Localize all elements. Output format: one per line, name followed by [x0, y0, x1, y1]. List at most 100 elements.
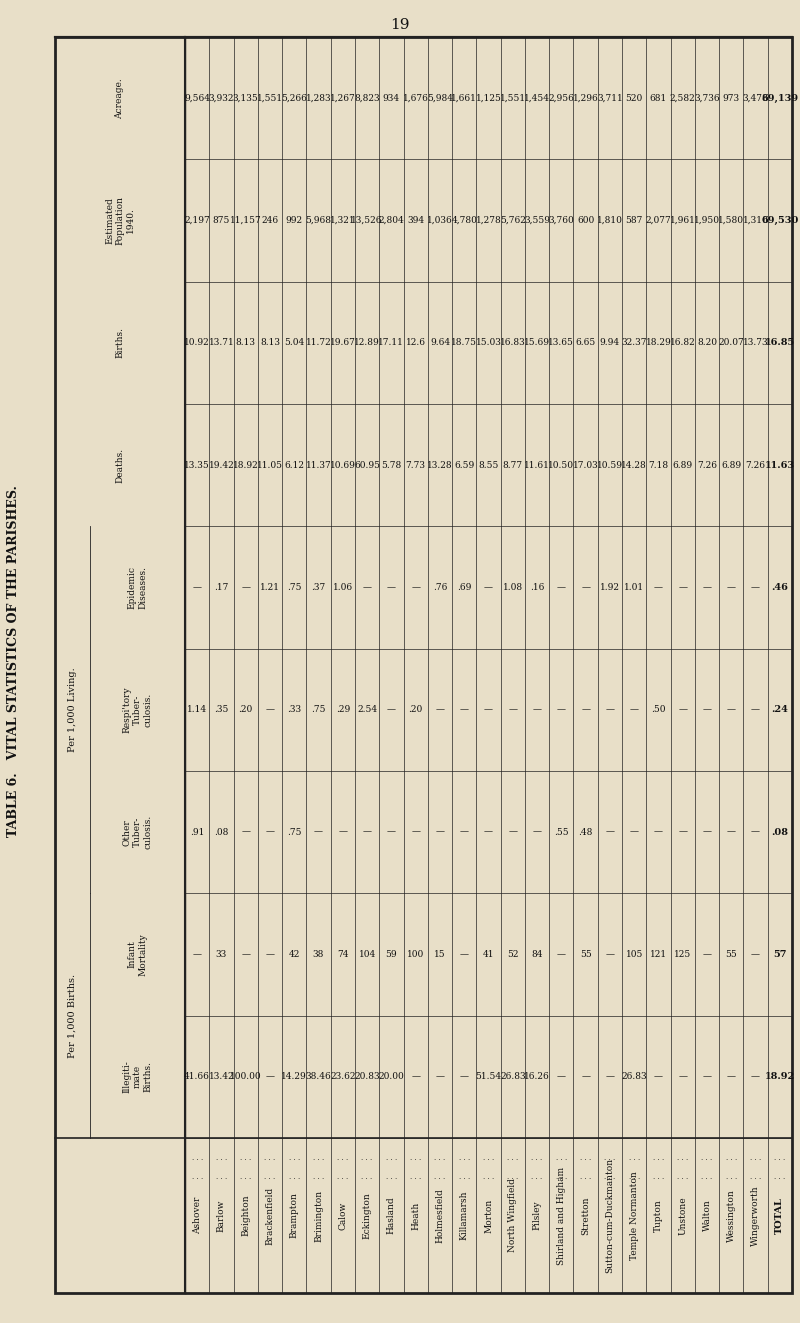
Text: .08: .08: [771, 828, 788, 836]
Text: —: —: [606, 705, 614, 714]
Text: Acreage.: Acreage.: [115, 78, 125, 119]
Text: —: —: [678, 828, 687, 836]
Text: —: —: [266, 950, 274, 959]
Text: . . .: . . .: [726, 1154, 737, 1162]
Text: Stretton: Stretton: [581, 1196, 590, 1234]
Text: —: —: [606, 828, 614, 836]
Text: 6.65: 6.65: [575, 339, 596, 348]
Text: —: —: [678, 1073, 687, 1081]
Text: 10.50: 10.50: [548, 460, 574, 470]
Text: Brimington: Brimington: [314, 1189, 323, 1241]
Text: . . .: . . .: [362, 1154, 373, 1162]
Text: 20.83: 20.83: [354, 1073, 380, 1081]
Text: Respi'tory
Tuber-
culosis.: Respi'tory Tuber- culosis.: [122, 687, 152, 733]
Text: . . .: . . .: [240, 1154, 251, 1162]
Text: —: —: [242, 583, 250, 591]
Text: 9,564: 9,564: [184, 94, 210, 103]
Text: —: —: [242, 950, 250, 959]
Text: 19: 19: [390, 19, 410, 32]
Text: . . .: . . .: [313, 1172, 324, 1180]
Text: 1,676: 1,676: [402, 94, 429, 103]
Text: 1,580: 1,580: [718, 216, 744, 225]
Text: 2,804: 2,804: [378, 216, 404, 225]
Text: —: —: [460, 950, 469, 959]
Text: . . .: . . .: [386, 1172, 397, 1180]
Text: 973: 973: [722, 94, 740, 103]
Text: —: —: [557, 583, 566, 591]
Text: 32.37: 32.37: [622, 339, 647, 348]
Text: . . .: . . .: [604, 1154, 615, 1162]
Text: Estimated
Population
1940.: Estimated Population 1940.: [105, 196, 135, 245]
Text: 55: 55: [580, 950, 591, 959]
Text: Sutton-cum-Duckmanton: Sutton-cum-Duckmanton: [606, 1158, 614, 1273]
Text: 12.89: 12.89: [354, 339, 380, 348]
Text: 8.55: 8.55: [478, 460, 498, 470]
Text: 1,283: 1,283: [306, 94, 331, 103]
Text: 14.28: 14.28: [622, 460, 647, 470]
Text: Temple Normanton: Temple Normanton: [630, 1171, 638, 1259]
Text: 13.65: 13.65: [549, 339, 574, 348]
Text: 5.78: 5.78: [382, 460, 402, 470]
Text: . . .: . . .: [629, 1172, 640, 1180]
Text: .75: .75: [311, 705, 326, 714]
Text: 1.08: 1.08: [502, 583, 523, 591]
Text: .24: .24: [771, 705, 788, 714]
Text: 3,135: 3,135: [233, 94, 258, 103]
Text: . . .: . . .: [313, 1154, 324, 1162]
Text: —: —: [751, 705, 760, 714]
Text: Pilsley: Pilsley: [533, 1201, 542, 1230]
Text: .75: .75: [287, 583, 302, 591]
Text: Shirland and Higham: Shirland and Higham: [557, 1167, 566, 1265]
Text: 18.92: 18.92: [233, 460, 258, 470]
Text: 7.18: 7.18: [648, 460, 669, 470]
Text: —: —: [727, 828, 736, 836]
Text: 100: 100: [407, 950, 424, 959]
Text: . . .: . . .: [289, 1154, 300, 1162]
Text: —: —: [654, 1073, 663, 1081]
Text: 100.00: 100.00: [230, 1073, 262, 1081]
Text: 3,736: 3,736: [694, 94, 720, 103]
Text: 5,968: 5,968: [306, 216, 331, 225]
Text: —: —: [266, 705, 274, 714]
Text: .20: .20: [409, 705, 422, 714]
Text: . . .: . . .: [653, 1172, 664, 1180]
Text: —: —: [411, 583, 420, 591]
Text: —: —: [557, 1073, 566, 1081]
Text: 1,950: 1,950: [694, 216, 720, 225]
Text: .69: .69: [457, 583, 471, 591]
Text: 6.59: 6.59: [454, 460, 474, 470]
Text: . . .: . . .: [458, 1154, 470, 1162]
Text: . . .: . . .: [580, 1172, 591, 1180]
Text: 5,266: 5,266: [282, 94, 307, 103]
Text: —: —: [751, 1073, 760, 1081]
Text: 125: 125: [674, 950, 691, 959]
Text: —: —: [435, 705, 445, 714]
Text: Ashover: Ashover: [193, 1197, 202, 1234]
Text: —: —: [678, 705, 687, 714]
Text: —: —: [387, 583, 396, 591]
Text: 19.42: 19.42: [209, 460, 234, 470]
Text: 7.26: 7.26: [697, 460, 717, 470]
Text: 1,454: 1,454: [524, 94, 550, 103]
Text: 8.77: 8.77: [502, 460, 523, 470]
Text: —: —: [557, 705, 566, 714]
Text: . . .: . . .: [191, 1172, 202, 1180]
Text: 1.06: 1.06: [333, 583, 353, 591]
Text: 10.69: 10.69: [330, 460, 356, 470]
Text: . . .: . . .: [531, 1154, 542, 1162]
Text: —: —: [702, 950, 711, 959]
Text: 52: 52: [507, 950, 518, 959]
Text: 13.28: 13.28: [427, 460, 453, 470]
Text: 13.42: 13.42: [209, 1073, 234, 1081]
Text: . . .: . . .: [556, 1172, 567, 1180]
Text: . . .: . . .: [677, 1154, 688, 1162]
Text: Barlow: Barlow: [217, 1200, 226, 1232]
Text: . . .: . . .: [434, 1154, 446, 1162]
Text: —: —: [654, 583, 663, 591]
Text: —: —: [435, 828, 445, 836]
Text: —: —: [266, 828, 274, 836]
Text: 20.00: 20.00: [378, 1073, 404, 1081]
Text: . . .: . . .: [750, 1172, 762, 1180]
Text: 6.89: 6.89: [722, 460, 742, 470]
Text: 1,296: 1,296: [573, 94, 598, 103]
